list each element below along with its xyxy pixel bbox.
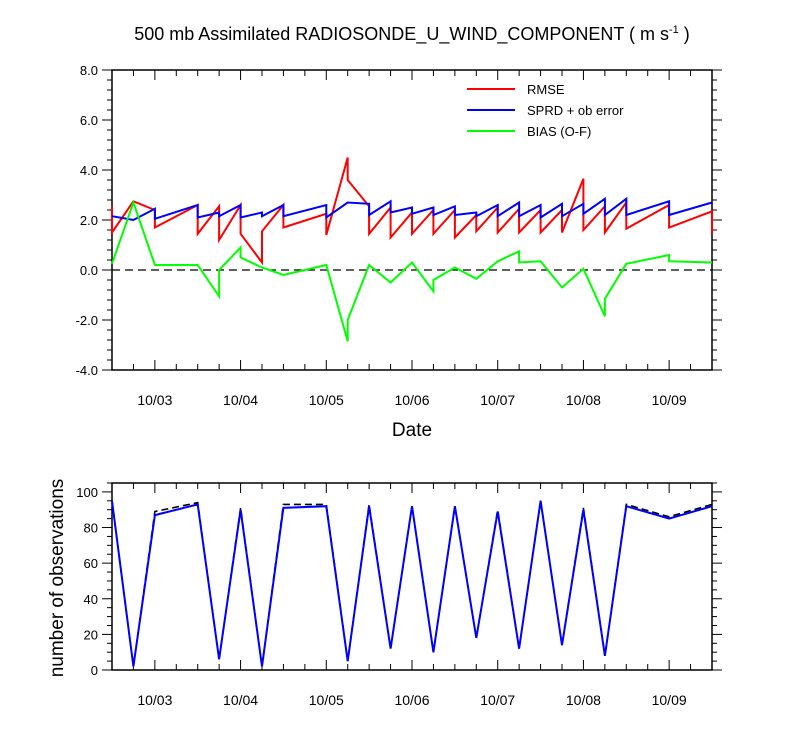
- y-tick-label: 6.0: [80, 113, 98, 128]
- x-tick-label: 10/05: [309, 692, 344, 708]
- y-tick-label: 0: [91, 663, 98, 678]
- y-tick-label: -4.0: [76, 363, 98, 378]
- y-tick-label: 80: [84, 521, 98, 536]
- y-tick-label: 4.0: [80, 163, 98, 178]
- x-tick-label: 10/06: [394, 692, 429, 708]
- top-x-axis-label: Date: [392, 420, 432, 441]
- y-tick-label: -2.0: [76, 313, 98, 328]
- y-tick-label: 100: [76, 485, 98, 500]
- x-tick-label: 10/08: [566, 692, 601, 708]
- y-tick-label: 20: [84, 627, 98, 642]
- x-tick-label: 10/07: [480, 392, 515, 408]
- series-line-bias-o-f: [111, 199, 713, 342]
- x-tick-label: 10/03: [137, 692, 172, 708]
- x-tick-label: 10/04: [223, 692, 258, 708]
- y-tick-label: 0.0: [80, 263, 98, 278]
- y-tick-label: 2.0: [80, 213, 98, 228]
- chart-title-superscript: -1: [669, 24, 679, 36]
- x-tick-label: 10/09: [652, 392, 687, 408]
- x-tick-label: 10/07: [480, 692, 515, 708]
- series-line-sprd-ob-error: [111, 196, 713, 222]
- x-tick-label: 10/08: [566, 392, 601, 408]
- series-line-rmse: [111, 157, 713, 266]
- y-tick-label: 60: [84, 556, 98, 571]
- x-tick-label: 10/05: [309, 392, 344, 408]
- top-chart: 10/03 10/04 10/05 10/06 10/07 10/08 10/09 -4.0 -…: [76, 63, 722, 408]
- x-tick-label: 10/09: [652, 692, 687, 708]
- series-line-used: [111, 500, 713, 667]
- bottom-chart: 10/03 10/04 10/05 10/06 10/07 10/08 10/09 0 20 40…: [76, 482, 722, 708]
- legend-label: RMSE: [527, 82, 565, 97]
- bottom-y-axis-label: number of observations: [47, 479, 68, 678]
- series-line-possible: [111, 500, 713, 667]
- legend-label: BIAS (O-F): [527, 124, 591, 139]
- y-tick-label: 40: [84, 592, 98, 607]
- x-tick-label: 10/06: [394, 392, 429, 408]
- chart-title-close: ): [679, 24, 690, 44]
- chart-title-text: 500 mb Assimilated RADIOSONDE_U_WIND_COM…: [134, 24, 669, 45]
- chart-title: 500 mb Assimilated RADIOSONDE_U_WIND_COM…: [134, 24, 690, 45]
- y-tick-label: 8.0: [80, 63, 98, 78]
- legend-label: SPRD + ob error: [527, 103, 624, 118]
- x-tick-label: 10/04: [223, 392, 258, 408]
- x-tick-label: 10/03: [137, 392, 172, 408]
